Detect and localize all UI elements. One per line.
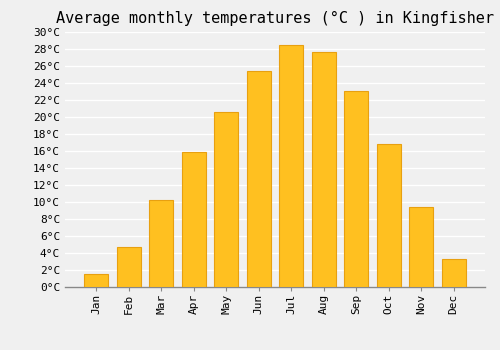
Bar [312,52,336,287]
Bar [84,274,108,287]
Bar [182,153,206,287]
Bar [344,91,368,287]
Bar [409,207,434,287]
Title: Average monthly temperatures (°C ) in Kingfisher: Average monthly temperatures (°C ) in Ki… [56,11,494,26]
Bar [149,200,174,287]
Bar [116,247,141,287]
Bar [246,71,271,287]
Bar [214,112,238,287]
Bar [442,259,466,287]
Bar [376,144,401,287]
Bar [279,45,303,287]
